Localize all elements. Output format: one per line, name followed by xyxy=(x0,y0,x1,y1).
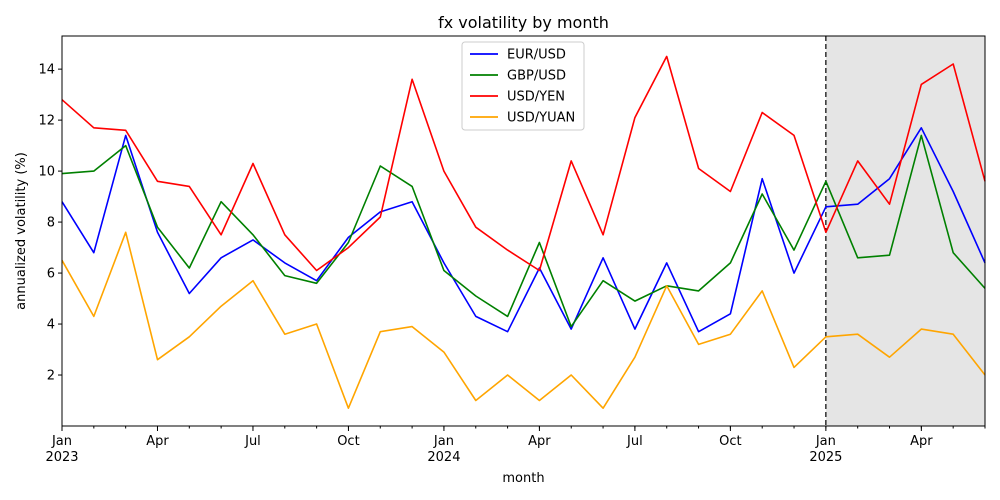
legend-box xyxy=(461,41,585,131)
legend-label: GBP/USD xyxy=(507,69,566,84)
y-tick-label: 4 xyxy=(47,318,55,333)
series-layer xyxy=(61,55,986,410)
shaded-region-layer xyxy=(825,36,985,426)
y-axis-title: annualized volatility (%) xyxy=(14,152,29,310)
x-tick-label: Apr xyxy=(528,434,551,449)
y-tick-label: 10 xyxy=(38,165,55,180)
y-tick-label: 8 xyxy=(47,216,55,231)
legend: EUR/USD GBP/USD USD/YEN USD/YUAN xyxy=(461,41,585,131)
x-tick-label: Apr xyxy=(146,434,169,449)
x-tick-year-label: 2025 xyxy=(809,450,842,465)
x-tick-label: Oct xyxy=(337,434,359,449)
x-tick-label: Apr xyxy=(910,434,933,449)
x-tick-label: Jan xyxy=(433,434,454,449)
x-tick-label: Jan xyxy=(51,434,72,449)
x-axis-title: month xyxy=(502,471,544,486)
chart-title: fx volatility by month xyxy=(438,13,609,32)
series-line-gbp-usd xyxy=(61,134,986,328)
y-tick-label: 2 xyxy=(47,369,55,384)
legend-label: USD/YUAN xyxy=(507,111,575,126)
x-tick-label: Oct xyxy=(719,434,741,449)
series-line-usd-yen xyxy=(61,55,986,272)
x-tick-year-label: 2024 xyxy=(427,450,460,465)
x-tick-year-label: 2023 xyxy=(45,450,78,465)
x-tick-label: Jul xyxy=(244,434,261,449)
y-tick-label: 14 xyxy=(38,63,55,78)
x-tick-label: Jan xyxy=(815,434,836,449)
plot-frame xyxy=(61,35,986,427)
shaded-region xyxy=(825,36,985,426)
y-tick-label: 12 xyxy=(38,114,55,129)
series-line-usd-yuan xyxy=(61,231,986,410)
x-tick-label: Jul xyxy=(626,434,643,449)
series-line-eur-usd xyxy=(61,127,986,333)
legend-label: USD/YEN xyxy=(507,90,565,105)
y-tick-label: 6 xyxy=(47,267,55,282)
legend-label: EUR/USD xyxy=(507,48,566,63)
